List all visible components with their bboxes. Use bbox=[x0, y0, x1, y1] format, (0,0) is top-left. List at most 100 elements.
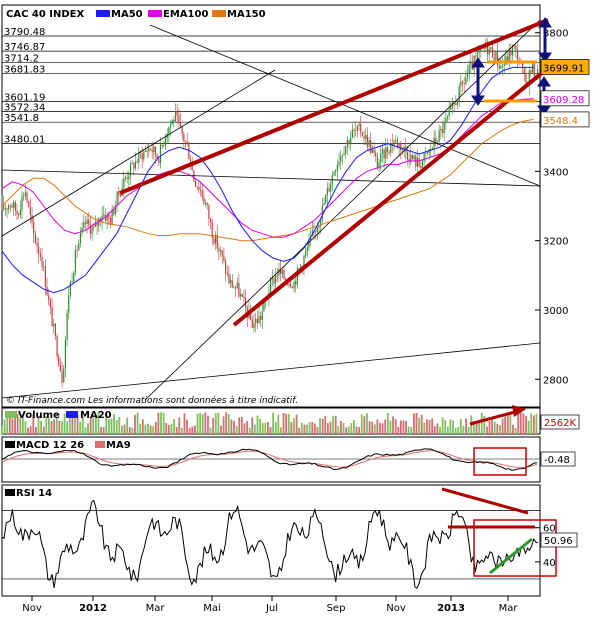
volume-bar bbox=[501, 418, 504, 434]
volume-bar bbox=[373, 424, 376, 434]
price-candle-body bbox=[263, 301, 265, 311]
price-candle-body bbox=[131, 162, 133, 164]
price-candle-body bbox=[19, 210, 21, 216]
price-candle-body bbox=[496, 51, 499, 66]
price-candle-body bbox=[275, 275, 277, 284]
volume-bar bbox=[269, 426, 272, 434]
volume-bar bbox=[246, 420, 248, 434]
price-candle-body bbox=[498, 65, 500, 69]
volume-bar bbox=[6, 417, 9, 434]
price-candle-body bbox=[1, 204, 3, 210]
volume-bar bbox=[360, 414, 363, 434]
price-level-label: 3572.34 bbox=[4, 103, 45, 114]
price-candle-body bbox=[340, 156, 342, 162]
volume-bar bbox=[204, 412, 207, 434]
price-candle-body bbox=[271, 278, 273, 280]
price-candle-body bbox=[328, 188, 330, 192]
volume-bar bbox=[113, 413, 116, 434]
x-axis-tick-label: Nov bbox=[386, 603, 406, 614]
price-candle-body bbox=[123, 178, 125, 188]
price-candle-body bbox=[303, 255, 305, 269]
price-candle-body bbox=[440, 129, 442, 131]
price-candle-body bbox=[283, 269, 285, 279]
price-candle-body bbox=[188, 143, 190, 160]
volume-bar bbox=[517, 413, 520, 434]
volume-bar bbox=[298, 427, 301, 434]
price-candle-body bbox=[3, 204, 5, 210]
price-candle-body bbox=[11, 205, 13, 208]
price-candle-body bbox=[98, 218, 100, 226]
volume-bar bbox=[214, 413, 217, 434]
price-candle-body bbox=[43, 266, 45, 268]
price-candle-body bbox=[416, 158, 419, 167]
price-candle-body bbox=[335, 170, 337, 173]
volume-bar bbox=[504, 416, 507, 434]
volume-bar bbox=[486, 426, 488, 434]
price-y-tick-label: 3800 bbox=[543, 29, 568, 40]
price-candle-body bbox=[51, 306, 53, 327]
volume-bar bbox=[68, 416, 71, 434]
price-candle-body bbox=[136, 161, 138, 163]
price-candle-body bbox=[68, 295, 70, 313]
volume-bar bbox=[11, 418, 14, 434]
volume-bar bbox=[58, 421, 61, 434]
price-candle-body bbox=[281, 269, 283, 274]
volume-bar bbox=[413, 413, 415, 434]
rsi-line bbox=[1, 499, 539, 589]
price-candle-body bbox=[229, 279, 232, 284]
price-candle-body bbox=[73, 272, 75, 282]
volume-legend-label: Volume bbox=[18, 410, 60, 421]
volume-bar bbox=[261, 423, 264, 434]
volume-bar bbox=[423, 422, 426, 434]
volume-bar bbox=[394, 419, 397, 434]
volume-bar bbox=[379, 422, 381, 434]
volume-bar bbox=[92, 417, 95, 434]
volume-bar bbox=[259, 418, 261, 434]
price-candle-body bbox=[241, 294, 243, 297]
volume-bar bbox=[272, 412, 275, 434]
price-candle-body bbox=[209, 218, 212, 223]
price-candle-body bbox=[483, 48, 485, 50]
price-candle-body bbox=[403, 146, 405, 149]
price-candle-body bbox=[239, 294, 242, 297]
price-candle-body bbox=[361, 132, 363, 137]
volume-bar bbox=[100, 426, 102, 434]
price-candle-body bbox=[94, 222, 97, 228]
rsi-panel: 60 40 RSI 14 50.96 bbox=[1, 484, 578, 597]
volume-panel: Volume MA20 2562K bbox=[1, 405, 580, 435]
volume-bar bbox=[63, 413, 66, 434]
price-candle-body bbox=[71, 281, 73, 283]
price-candle-body bbox=[455, 103, 457, 106]
volume-bar bbox=[94, 416, 97, 434]
volume-bar bbox=[420, 414, 423, 434]
price-candle-body bbox=[143, 151, 145, 160]
price-candle-body bbox=[149, 148, 152, 150]
volume-bar bbox=[514, 427, 517, 434]
ma50-legend-label: MA50 bbox=[111, 9, 143, 20]
price-candle-body bbox=[38, 246, 40, 254]
volume-bar bbox=[87, 423, 89, 434]
navy-double-arrows bbox=[471, 17, 552, 116]
volume-bar bbox=[418, 417, 421, 434]
volume-bar bbox=[37, 416, 40, 434]
price-candle-body bbox=[421, 160, 424, 168]
volume-bar bbox=[186, 419, 188, 434]
volume-bar bbox=[264, 422, 267, 434]
price-candle-body bbox=[393, 140, 395, 146]
price-candle-body bbox=[93, 227, 95, 229]
price-candle-body bbox=[228, 273, 230, 284]
volume-bar bbox=[433, 426, 436, 434]
volume-bar bbox=[194, 425, 196, 434]
price-candle-body bbox=[473, 56, 475, 70]
volume-bar bbox=[319, 418, 321, 434]
price-candle-body bbox=[39, 253, 41, 257]
price-value-boxes: 3699.91 3609.28 3548.4 bbox=[540, 59, 590, 128]
volume-bar bbox=[19, 417, 22, 434]
price-candle-body bbox=[423, 152, 425, 161]
volume-bar bbox=[220, 425, 222, 434]
price-candle-body bbox=[236, 282, 238, 288]
price-candle-body bbox=[378, 162, 380, 169]
price-candle-body bbox=[14, 202, 16, 211]
price-candle-body bbox=[376, 156, 379, 169]
x-axis-tick-label: Mai bbox=[203, 603, 221, 614]
